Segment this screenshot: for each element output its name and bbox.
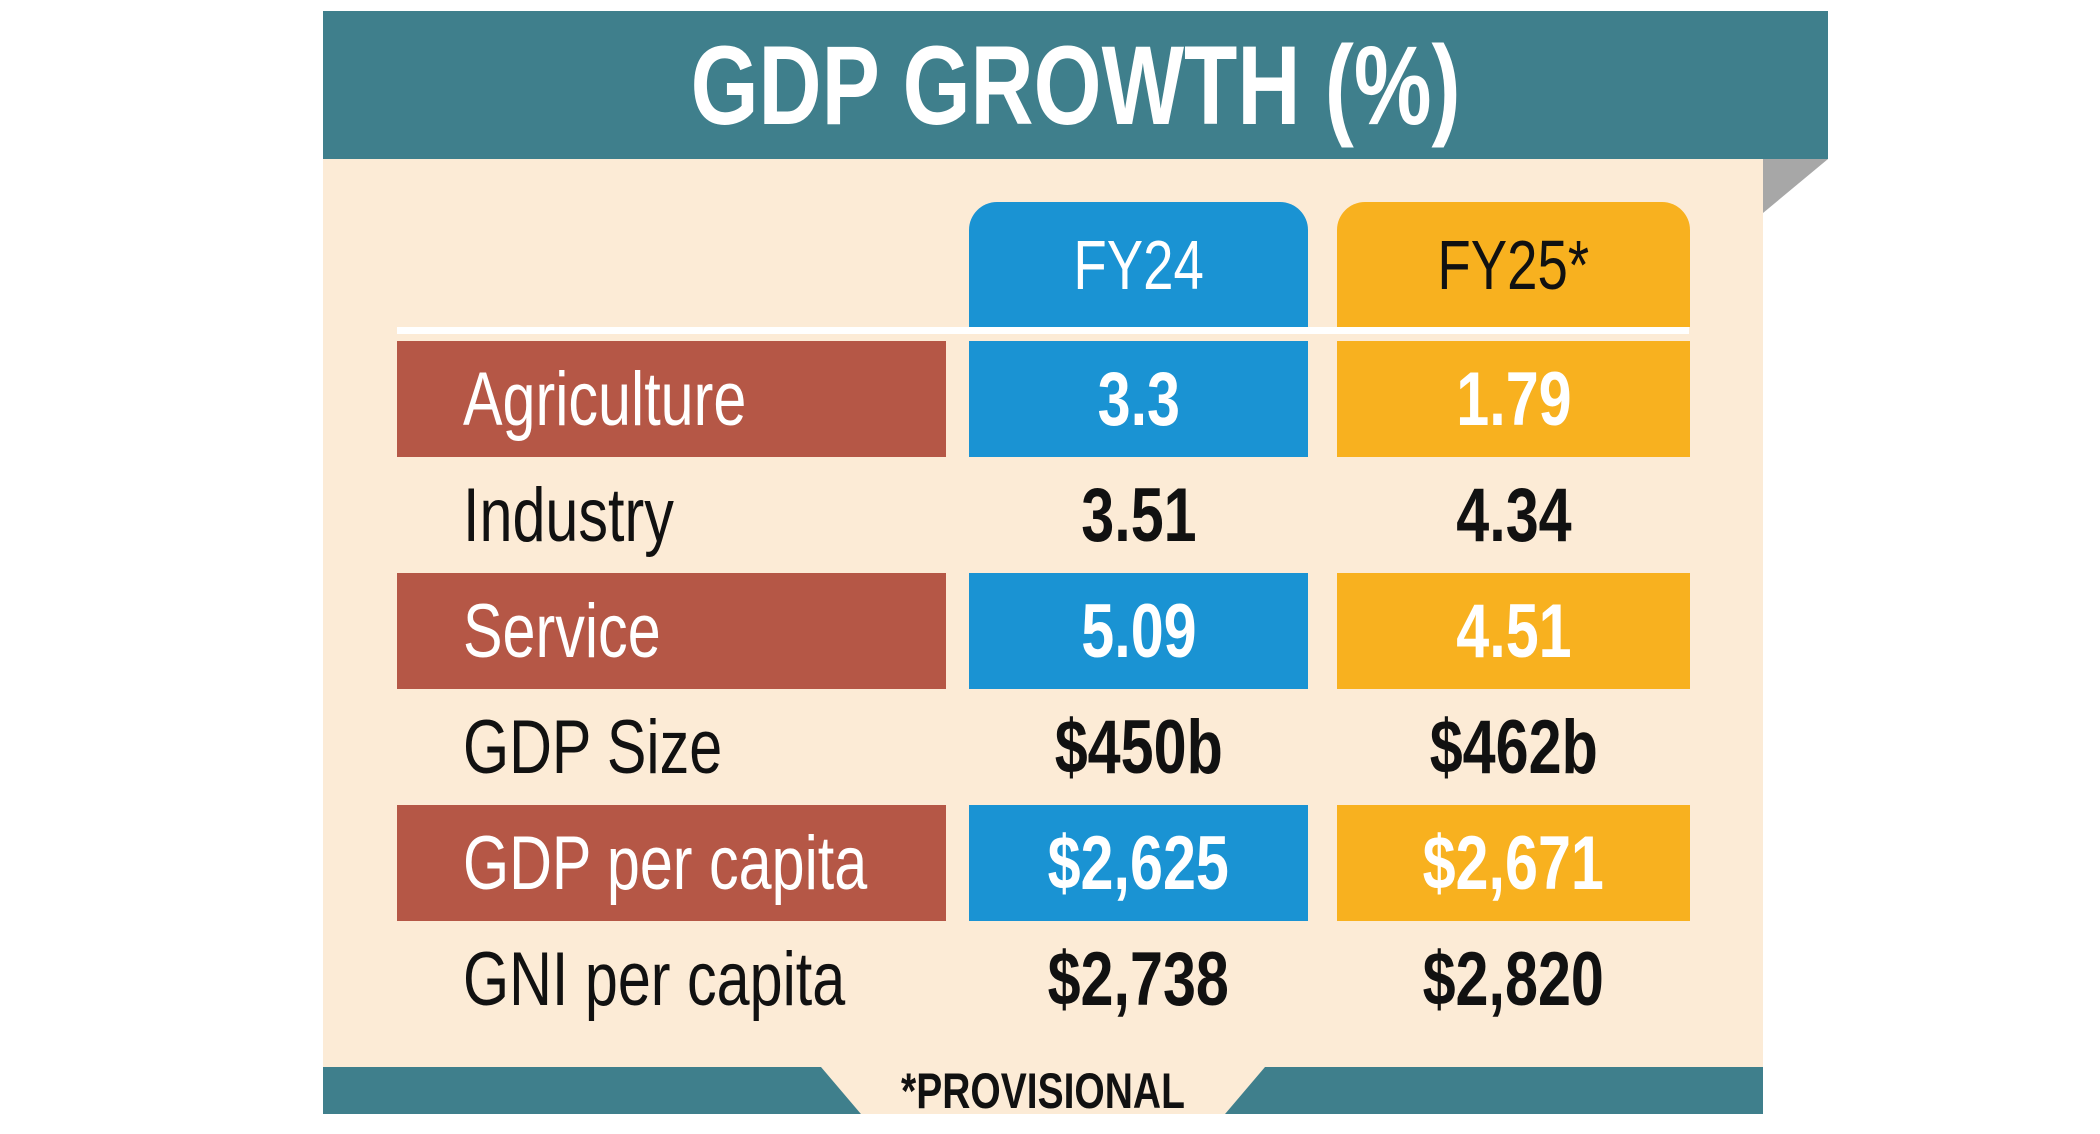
value: $2,820 xyxy=(1422,936,1605,1022)
value-cell: $450b xyxy=(969,689,1308,805)
row-label: Agriculture xyxy=(463,356,747,442)
value-cell: $2,671 xyxy=(1337,805,1690,921)
value: $2,738 xyxy=(1047,936,1230,1022)
footnote: *PROVISIONAL xyxy=(901,1062,1185,1119)
row-label-cell: Service xyxy=(397,573,946,689)
value: 4.51 xyxy=(1455,588,1572,674)
row-label-cell: GDP per capita xyxy=(397,805,946,921)
value-cell: 4.51 xyxy=(1337,573,1690,689)
row-label-cell: Agriculture xyxy=(397,341,946,457)
column-header: FY24 xyxy=(1073,225,1204,304)
row-label: Service xyxy=(463,588,661,674)
value-cell: 5.09 xyxy=(969,573,1308,689)
value-cell: $2,820 xyxy=(1337,921,1690,1037)
row-label-cell: GDP Size xyxy=(397,689,946,805)
row-label-cell: Industry xyxy=(397,457,946,573)
column-tab: FY25* xyxy=(1337,202,1690,327)
value-cell: $2,625 xyxy=(969,805,1308,921)
row-label: GDP per capita xyxy=(463,820,868,906)
value: $450b xyxy=(1054,704,1223,790)
header-rule xyxy=(397,327,1689,334)
value: $2,625 xyxy=(1047,820,1230,906)
row-label: GNI per capita xyxy=(463,936,846,1022)
fold xyxy=(1763,159,1828,213)
footnote-box: *PROVISIONAL xyxy=(821,1067,1265,1114)
value: 5.09 xyxy=(1080,588,1197,674)
value: 3.3 xyxy=(1097,356,1180,442)
value-cell: 4.34 xyxy=(1337,457,1690,573)
value-cell: $462b xyxy=(1337,689,1690,805)
row-label: GDP Size xyxy=(463,704,723,790)
value: 1.79 xyxy=(1455,356,1572,442)
value-cell: 3.3 xyxy=(969,341,1308,457)
value-cell: $2,738 xyxy=(969,921,1308,1037)
value: $462b xyxy=(1429,704,1598,790)
value: 4.34 xyxy=(1455,472,1572,558)
value-cell: 3.51 xyxy=(969,457,1308,573)
column-header: FY25* xyxy=(1437,225,1590,304)
value-cell: 1.79 xyxy=(1337,341,1690,457)
title: GDP GROWTH (%) xyxy=(690,22,1461,148)
title-bar: GDP GROWTH (%) xyxy=(323,11,1828,159)
value: 3.51 xyxy=(1080,472,1197,558)
row-label-cell: GNI per capita xyxy=(397,921,946,1037)
value: $2,671 xyxy=(1422,820,1605,906)
row-label: Industry xyxy=(463,472,674,558)
column-tab: FY24 xyxy=(969,202,1308,327)
